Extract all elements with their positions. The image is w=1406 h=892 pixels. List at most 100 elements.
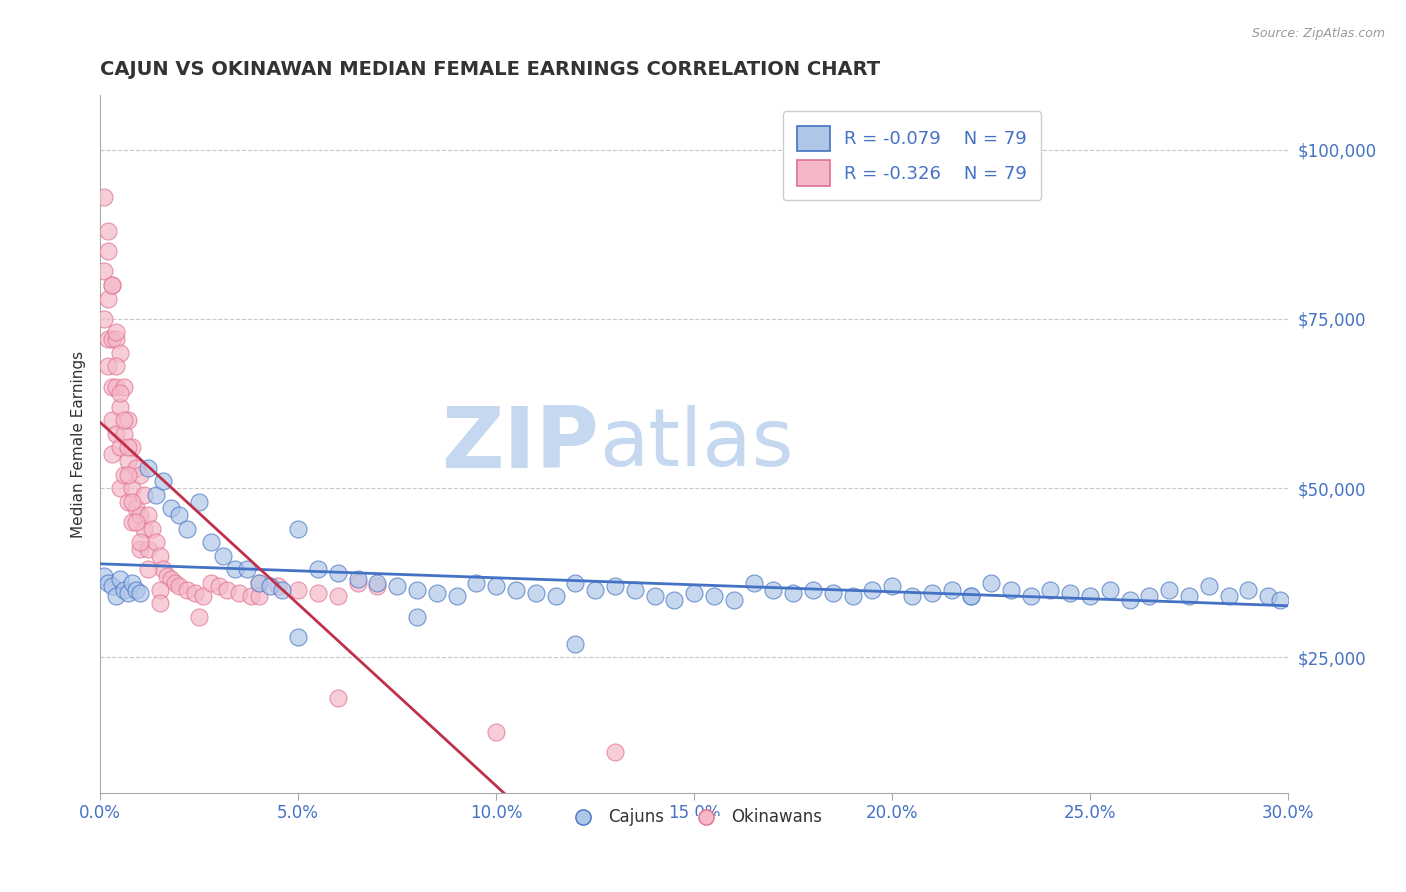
Point: [125, 515, 148, 529]
Point: [93, 264, 115, 278]
Point: [108, 386, 131, 401]
Point: [1039, 582, 1062, 597]
Point: [117, 494, 139, 508]
Text: ZIP: ZIP: [441, 402, 599, 485]
Point: [97, 575, 120, 590]
Point: [112, 379, 135, 393]
Point: [1059, 586, 1081, 600]
Point: [564, 575, 586, 590]
Point: [169, 508, 191, 522]
Point: [603, 579, 626, 593]
Point: [117, 467, 139, 482]
Text: atlas: atlas: [599, 405, 793, 483]
Point: [148, 582, 170, 597]
Point: [128, 541, 150, 556]
Point: [801, 582, 824, 597]
Point: [117, 586, 139, 600]
Point: [247, 575, 270, 590]
Point: [1198, 579, 1220, 593]
Point: [1139, 590, 1161, 604]
Point: [366, 575, 388, 590]
Point: [108, 345, 131, 359]
Point: [326, 590, 349, 604]
Point: [901, 590, 924, 604]
Point: [485, 579, 508, 593]
Point: [104, 359, 127, 374]
Point: [235, 562, 257, 576]
Point: [1118, 592, 1140, 607]
Point: [121, 575, 143, 590]
Point: [125, 582, 148, 597]
Point: [524, 586, 547, 600]
Point: [446, 590, 468, 604]
Y-axis label: Median Female Earnings: Median Female Earnings: [72, 351, 86, 538]
Point: [406, 582, 429, 597]
Point: [200, 575, 222, 590]
Point: [108, 481, 131, 495]
Point: [1178, 590, 1201, 604]
Point: [112, 426, 135, 441]
Point: [176, 582, 198, 597]
Point: [191, 590, 214, 604]
Point: [426, 586, 449, 600]
Point: [108, 573, 131, 587]
Point: [215, 582, 238, 597]
Point: [1019, 590, 1042, 604]
Point: [156, 569, 179, 583]
Point: [941, 582, 963, 597]
Point: [921, 586, 943, 600]
Point: [228, 586, 250, 600]
Point: [564, 637, 586, 651]
Point: [125, 501, 148, 516]
Point: [271, 582, 294, 597]
Point: [762, 582, 785, 597]
Point: [121, 441, 143, 455]
Text: Source: ZipAtlas.com: Source: ZipAtlas.com: [1251, 27, 1385, 40]
Point: [101, 447, 124, 461]
Point: [247, 575, 270, 590]
Point: [121, 494, 143, 508]
Point: [160, 573, 183, 587]
Text: CAJUN VS OKINAWAN MEDIAN FEMALE EARNINGS CORRELATION CHART: CAJUN VS OKINAWAN MEDIAN FEMALE EARNINGS…: [100, 60, 880, 78]
Point: [821, 586, 844, 600]
Point: [960, 590, 983, 604]
Point: [152, 562, 174, 576]
Point: [104, 590, 127, 604]
Point: [188, 609, 211, 624]
Point: [112, 467, 135, 482]
Point: [208, 579, 231, 593]
Point: [346, 575, 368, 590]
Point: [112, 413, 135, 427]
Point: [104, 379, 127, 393]
Point: [136, 460, 159, 475]
Point: [366, 579, 388, 593]
Point: [307, 562, 329, 576]
Point: [841, 590, 863, 604]
Point: [165, 575, 187, 590]
Point: [101, 332, 124, 346]
Point: [664, 592, 686, 607]
Point: [307, 586, 329, 600]
Point: [117, 441, 139, 455]
Point: [287, 582, 309, 597]
Point: [136, 562, 159, 576]
Point: [1078, 590, 1101, 604]
Point: [259, 579, 281, 593]
Point: [683, 586, 706, 600]
Point: [152, 475, 174, 489]
Point: [136, 541, 159, 556]
Point: [101, 413, 124, 427]
Point: [121, 515, 143, 529]
Point: [104, 332, 127, 346]
Point: [723, 592, 745, 607]
Point: [184, 586, 207, 600]
Point: [93, 311, 115, 326]
Point: [145, 488, 167, 502]
Point: [406, 609, 429, 624]
Point: [880, 579, 903, 593]
Point: [97, 224, 120, 238]
Point: [169, 579, 191, 593]
Point: [148, 596, 170, 610]
Point: [160, 501, 183, 516]
Point: [101, 277, 124, 292]
